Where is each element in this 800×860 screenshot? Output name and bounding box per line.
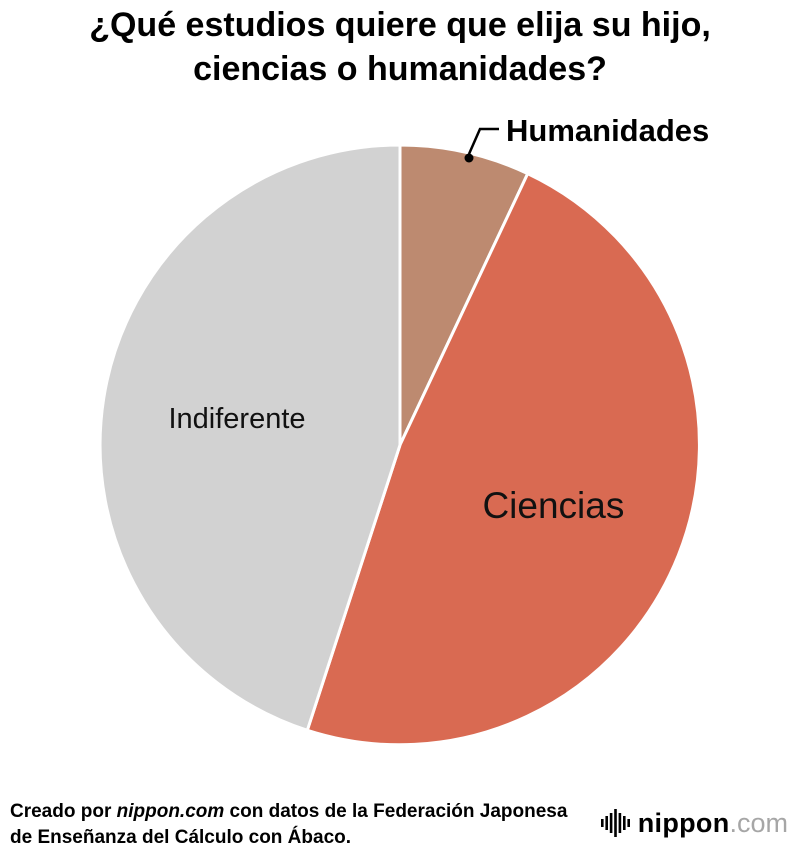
logo-com-text: .com [729,807,788,838]
nippon-logo: nippon.com [600,806,788,840]
nippon-logo-icon [600,809,630,837]
pie-slice-indiferente [98,143,402,732]
credit-suffix: con datos de la Federación Japonesa de E… [10,800,568,849]
chart-title: ¿Qué estudios quiere que elija su hijo, … [89,6,711,88]
pie-slice-ciencias [305,172,701,747]
credit-source: nippon.com [116,800,225,822]
humanidades-leader-line [467,127,499,155]
pie-label-ciencias: Ciencias [482,485,624,526]
pie-slice-humanidades [398,143,530,447]
pie-label-indiferente: Indiferente [168,403,305,435]
logo-nippon-text: nippon [637,807,730,838]
pie-inside-labels: Ciencias Indiferente [168,403,624,526]
credit-text: Creado por nippon.com con datos de la Fe… [10,799,588,852]
humanidades-leader-dot [464,153,474,163]
pie-label-humanidades: Humanidades [506,113,709,148]
pie-slices [98,143,701,747]
credit-prefix: Creado por [10,800,117,822]
nippon-logo-wordmark: nippon.com [638,808,788,839]
